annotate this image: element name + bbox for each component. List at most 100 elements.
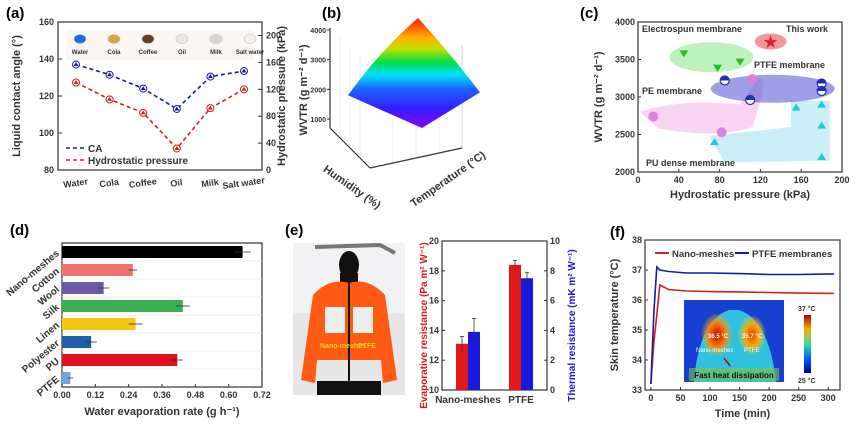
panel-b: (b) 1000 2000 3000 4000 WVTR (g m⁻² d⁻¹) Humi…	[298, 5, 488, 210]
panel-label: (e)	[285, 222, 303, 239]
x-tick-label: 0.24	[120, 390, 138, 400]
y-right-tick-label: 200	[266, 30, 281, 40]
y-axis-label: Skin temperature (°C)	[609, 258, 621, 371]
inset-label-left: Nano-meshes	[696, 348, 733, 354]
y-tick-label: 16	[429, 296, 439, 306]
data-point-marker	[140, 110, 146, 115]
caption-arrow	[723, 357, 731, 367]
y-right-tick-label: 8	[550, 266, 555, 276]
bar-ptfe	[62, 372, 71, 384]
y-right-tick-label: 0	[266, 165, 271, 175]
heat-spot-left	[701, 313, 733, 357]
group-label: This work	[786, 24, 829, 34]
panel-e: (e) Nano-meshes PTFE 10 12 14 16 18 20 0 2 4 6 8 10…	[285, 222, 578, 409]
y-right-tick-label: 6	[550, 296, 555, 306]
x-axis-label: Hydrostatic pressure (kPa)	[670, 189, 810, 201]
x-tick-label: 80	[715, 175, 725, 185]
y-right-tick-label: 10	[550, 236, 560, 246]
plot-frame	[441, 240, 548, 391]
series-line-nano-meshes	[650, 283, 835, 385]
x-tick-label: 250	[791, 393, 806, 403]
data-point	[763, 35, 778, 49]
data-point-marker	[107, 96, 113, 101]
x-tick-label: 150	[732, 393, 747, 403]
data-point	[817, 121, 827, 129]
data-point-marker	[73, 62, 79, 67]
x-tick-label: 0.72	[253, 390, 271, 400]
legend-label: CA	[88, 144, 102, 155]
photo-label-nano: Nano-meshes	[320, 343, 366, 350]
y-tick-label: 140	[39, 54, 54, 64]
marker-fill	[817, 79, 827, 84]
droplet-label: Salt water	[236, 50, 265, 56]
thermal-inset: 36.5 °C 35.7 °C Nano-meshes PTFE Fast heat d…	[684, 300, 784, 382]
z-tick-label: 4000	[310, 28, 326, 35]
droplet-label: Milk	[210, 50, 222, 56]
x-tick-label: 0	[635, 175, 640, 185]
group-pu	[709, 100, 830, 163]
droplet-icon	[175, 34, 189, 44]
x-tick-label: 0	[648, 393, 653, 403]
droplet-icon	[73, 34, 87, 44]
x-tick-label: Salt water	[222, 175, 266, 191]
panel-a: (a) 80 100 120 140 160 0 40 80 120 160 200 Water Col…	[6, 5, 288, 191]
bar-pu	[62, 354, 178, 366]
x-tick-label: 300	[821, 393, 836, 403]
data-point	[817, 152, 827, 161]
x-tick-label: 50	[675, 393, 685, 403]
data-point-marker	[140, 86, 146, 91]
data-point	[713, 64, 723, 72]
group-electrospun	[669, 42, 754, 73]
x-tick-label: 120	[753, 175, 768, 185]
droplet-label: Coffee	[139, 50, 158, 56]
y-right-tick-label: 0	[550, 385, 555, 395]
droplet-icon	[141, 34, 155, 44]
group-ptfe	[710, 74, 835, 103]
z-tick-label: 2000	[310, 87, 326, 94]
caption-bg	[689, 368, 779, 381]
data-point	[735, 58, 745, 66]
y-tick-label: 37	[632, 265, 642, 275]
color-scale-bar	[804, 315, 811, 373]
y-axis-label: WVTR (g m⁻² d⁻¹)	[593, 51, 605, 142]
y-tick-label: 100	[39, 128, 54, 138]
group-label: PTFE membrane	[754, 60, 825, 70]
x-tick-label: 0.36	[153, 390, 171, 400]
panel-label: (f)	[610, 224, 625, 241]
z-axis-label: WVTR (g m⁻² d⁻¹)	[298, 44, 310, 135]
color-scale-min: 25 °C	[798, 377, 816, 385]
y-right-tick-label: 120	[266, 84, 281, 94]
group-pe	[640, 78, 764, 134]
legend-label: Nano-meshes	[672, 249, 734, 260]
y-tick-label: 120	[39, 91, 54, 101]
y-tick-label: 12	[429, 355, 439, 365]
y-right-axis-label: Thermal resistance (mK m² W⁻¹)	[567, 249, 578, 402]
y-tick-label: 38	[632, 235, 642, 245]
x-tick-label: 0.60	[220, 390, 238, 400]
data-point	[745, 94, 756, 106]
x-axis-label: Humidity (%)	[321, 163, 383, 210]
data-point	[710, 137, 719, 146]
bar-silk	[62, 300, 183, 312]
droplet-icon	[209, 34, 223, 44]
y-right-tick-label: 4	[550, 325, 555, 335]
x-tick-label: 200	[834, 175, 849, 185]
data-point	[648, 111, 659, 122]
group-label: PU dense membrane	[646, 158, 735, 168]
bar-polyester	[62, 336, 92, 348]
x-tick-label: Water	[63, 176, 89, 189]
x-tick-label: 200	[762, 393, 777, 403]
x-axis-label: Water evaporation rate (g h⁻¹)	[84, 406, 239, 418]
y-tick-label: 80	[44, 165, 54, 175]
x-tick-label: 0.48	[187, 390, 205, 400]
color-scale-max: 37 °C	[798, 305, 816, 313]
series-line-ptfe-membranes	[650, 265, 835, 385]
x-tick-label: 0.12	[87, 390, 105, 400]
droplet-icon	[243, 34, 257, 44]
temp-label-left: 36.5 °C	[708, 334, 729, 340]
y-tick-label: 34	[632, 355, 642, 365]
surface-plot	[348, 18, 480, 128]
y-tick-label: 4000	[615, 17, 635, 27]
x-tick-label: Oil	[170, 177, 183, 189]
y-tick-label: 18	[429, 266, 439, 276]
